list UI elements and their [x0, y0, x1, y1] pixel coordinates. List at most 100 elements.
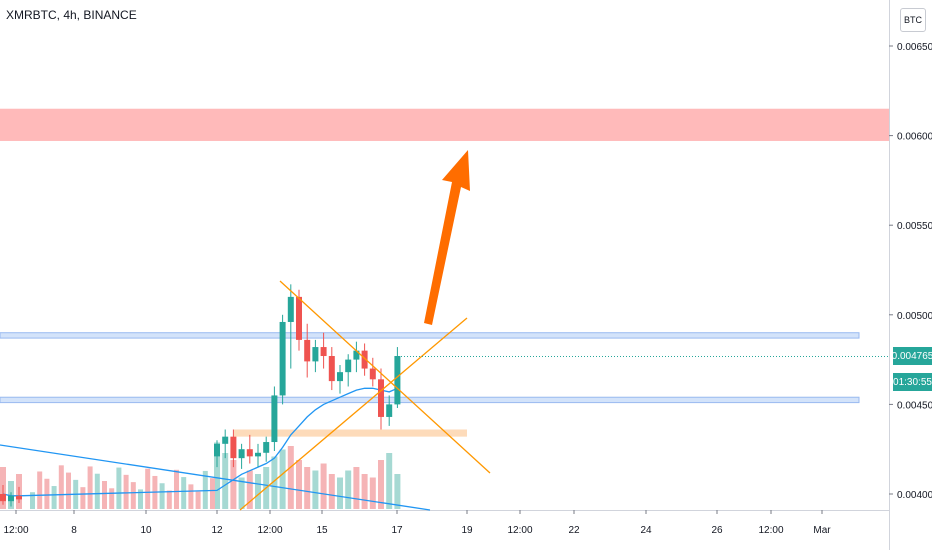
time-tick-label: 17: [391, 525, 403, 536]
candle-body: [246, 449, 253, 457]
candle-body: [394, 356, 401, 405]
volume-bar: [353, 467, 360, 509]
volume-bar: [174, 469, 179, 509]
volume-bar: [109, 488, 115, 509]
volume-bar: [188, 484, 194, 509]
candle-body: [320, 347, 327, 357]
candle-body: [271, 395, 278, 443]
candle-body: [312, 347, 319, 362]
volume-bar: [238, 477, 245, 509]
chart-title: XMRBTC, 4h, BINANCE: [6, 8, 137, 22]
candle-body: [296, 296, 302, 340]
time-tick-label: 24: [640, 525, 652, 536]
volume-bar: [37, 471, 43, 509]
time-tick-label: 26: [711, 525, 723, 536]
volume-bar: [345, 470, 352, 509]
volume-bar: [246, 470, 253, 509]
candle-body: [386, 404, 393, 417]
volume-bar: [51, 486, 57, 509]
descending-trendline: [0, 444, 431, 511]
zone-upper-support: [0, 332, 860, 339]
volume-bar: [361, 474, 368, 509]
volume-bar: [166, 490, 172, 509]
volume-bar: [328, 474, 335, 509]
candle-body: [287, 296, 294, 322]
volume-bar: [195, 491, 201, 509]
volume-bar: [378, 460, 384, 509]
candle-body: [0, 494, 6, 502]
volume-bar: [337, 477, 343, 509]
time-tick-label: 10: [140, 525, 152, 536]
time-tick-label: 15: [316, 525, 328, 536]
bar-countdown-label: 01:30:55: [893, 373, 932, 391]
volume-bar: [296, 460, 302, 509]
volume-bar: [145, 468, 151, 509]
volume-bar: [130, 482, 136, 509]
candle-body: [328, 356, 335, 382]
candle-body: [353, 350, 360, 360]
volume-bar: [394, 474, 401, 509]
time-tick-label: 12: [211, 525, 223, 536]
volume-bar: [181, 477, 187, 509]
price-tick-label: 0.004000: [897, 490, 932, 501]
volume-bar: [271, 456, 278, 509]
volume-bar: [87, 466, 93, 509]
volume-bar: [202, 470, 208, 509]
volume-bar: [210, 478, 215, 509]
candle-body: [263, 442, 270, 453]
volume-bar: [230, 460, 237, 509]
candle-body: [369, 368, 376, 380]
volume-bar: [138, 489, 143, 509]
triangle-upper-line: [279, 280, 491, 474]
candle-body: [214, 443, 220, 457]
volume-bar: [159, 483, 165, 509]
last-price-label: 0.004765: [892, 347, 932, 365]
time-tick-label: Mar: [813, 525, 831, 536]
zone-resistance: [0, 108, 889, 141]
time-tick-label: 19: [461, 525, 473, 536]
volume-bar: [58, 465, 64, 509]
volume-bar: [369, 477, 376, 509]
candle-body: [8, 495, 14, 502]
volume-bar: [279, 449, 286, 509]
moving-average-line: [2, 387, 398, 497]
candle-body: [345, 359, 352, 373]
time-tick-label: 12:00: [758, 525, 783, 536]
triangle-lower-line: [239, 317, 468, 511]
candle-body: [279, 321, 286, 396]
candle-body: [230, 436, 237, 459]
time-tick-label: 22: [568, 525, 580, 536]
breakout-arrow: [424, 150, 470, 325]
volume-bar: [80, 487, 86, 509]
volume-bar: [287, 446, 294, 509]
volume-bar: [214, 442, 220, 509]
volume-bar: [312, 470, 319, 509]
candle-body: [238, 449, 245, 459]
volume-bar: [30, 492, 35, 509]
volume-bar: [320, 463, 327, 509]
volume-bar: [116, 467, 122, 509]
volume-bar: [66, 472, 71, 509]
volume-bar: [304, 467, 311, 509]
currency-badge[interactable]: BTC: [900, 8, 926, 32]
time-tick-label: 8: [71, 525, 77, 536]
candle-body: [304, 339, 311, 362]
candle-body: [361, 350, 368, 369]
volume-bar: [386, 453, 393, 509]
volume-bar: [123, 474, 129, 509]
volume-bar: [222, 453, 229, 509]
volume-bar: [94, 473, 100, 509]
candle-body: [255, 452, 261, 457]
zone-orange-demand: [234, 429, 467, 437]
candle-body: [337, 372, 343, 382]
candle-body: [16, 495, 22, 500]
time-tick-label: 12:00: [507, 525, 532, 536]
candle-body: [222, 436, 229, 444]
time-tick-label: 12:00: [257, 525, 282, 536]
